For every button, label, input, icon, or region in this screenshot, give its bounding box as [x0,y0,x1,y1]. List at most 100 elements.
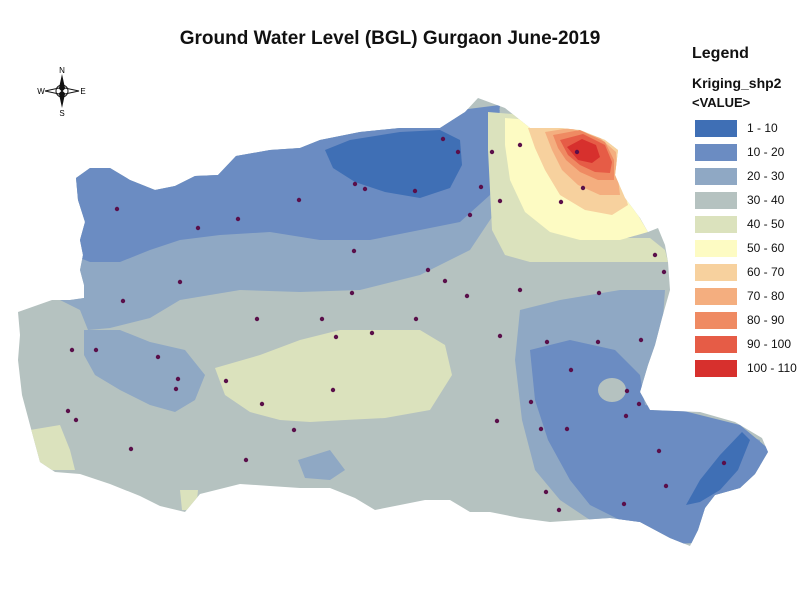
legend-items: 1 - 10 10 - 20 20 - 30 30 - 40 40 - 50 50 - 6… [692,116,797,380]
well-marker [652,252,658,258]
zone-20-30-south [298,450,345,480]
well-marker [517,142,523,148]
legend: Legend Kriging_shp2 <VALUE> 1 - 10 10 - 2… [692,45,797,380]
well-marker [195,225,201,231]
well-marker [574,149,580,155]
legend-label: 50 - 60 [747,241,785,255]
well-marker [114,206,120,212]
well-marker [721,460,727,466]
well-marker [128,446,134,452]
well-marker [412,188,418,194]
legend-item: 10 - 20 [692,140,797,164]
legend-label: 40 - 50 [747,217,785,231]
legend-label: 70 - 80 [747,289,785,303]
well-marker [464,293,470,299]
well-marker [564,426,570,432]
legend-label: 80 - 90 [747,313,785,327]
well-marker [69,347,75,353]
well-marker [568,367,574,373]
well-marker [455,149,461,155]
well-marker [175,376,181,382]
compass-rose: N S E W [37,66,87,118]
well-marker [369,330,375,336]
legend-item: 40 - 50 [692,212,797,236]
well-marker [478,184,484,190]
well-marker [558,199,564,205]
well-marker [177,279,183,285]
well-marker [259,401,265,407]
well-marker [621,501,627,507]
well-marker [120,298,126,304]
compass-south: S [59,109,64,116]
zone-1-10-southeast [686,432,750,505]
well-marker [440,136,446,142]
well-marker [319,316,325,322]
well-marker [661,269,667,275]
zone-1-10-north [325,130,462,198]
well-marker [413,316,419,322]
well-marker [556,507,562,513]
legend-swatch [695,287,737,305]
legend-item: 50 - 60 [692,236,797,260]
legend-field-name: <VALUE> [692,95,751,110]
compass-east: E [80,87,85,96]
legend-item: 1 - 10 [692,116,797,140]
zone-100-110 [567,139,600,163]
legend-swatch [695,119,737,137]
well-marker [351,248,357,254]
well-marker [543,489,549,495]
zone-40-50-south [180,490,198,510]
well-marker [623,413,629,419]
well-marker [65,408,71,414]
zone-20-30-west [84,330,205,412]
zone-40-50-southwest [30,425,75,470]
legend-item: 30 - 40 [692,188,797,212]
map-title: Ground Water Level (BGL) Gurgaon June-20… [179,28,601,49]
well-marker [296,197,302,203]
legend-swatch [695,215,737,233]
well-marker [528,399,534,405]
well-marker [425,267,431,273]
legend-item: 80 - 90 [692,308,797,332]
legend-label: 10 - 20 [747,145,785,159]
well-marker [349,290,355,296]
legend-label: 20 - 30 [747,169,785,183]
well-marker [624,388,630,394]
compass-west: W [37,87,45,96]
legend-title: Legend [692,45,749,62]
well-marker [544,339,550,345]
well-marker [93,347,99,353]
well-marker [223,378,229,384]
legend-item: 90 - 100 [692,332,797,356]
well-marker [235,216,241,222]
well-marker [352,181,358,187]
legend-label: 1 - 10 [747,121,778,135]
legend-item: 60 - 70 [692,260,797,284]
well-marker [538,426,544,432]
legend-label: 30 - 40 [747,193,785,207]
well-marker [362,186,368,192]
legend-layer-name: Kriging_shp2 [692,75,782,91]
well-marker [595,339,601,345]
well-points [65,136,727,513]
well-marker [656,448,662,454]
zone-40-50-central [215,330,452,422]
well-marker [636,401,642,407]
well-marker [155,354,161,360]
legend-swatch [695,239,737,257]
well-marker [173,386,179,392]
legend-swatch [695,335,737,353]
well-marker [330,387,336,393]
well-marker [243,457,249,463]
legend-swatch [695,167,737,185]
well-marker [489,149,495,155]
legend-item: 20 - 30 [692,164,797,188]
legend-label: 100 - 110 [747,361,797,375]
legend-swatch [695,359,737,377]
well-marker [580,185,586,191]
well-marker [497,198,503,204]
well-marker [663,483,669,489]
legend-item: 70 - 80 [692,284,797,308]
